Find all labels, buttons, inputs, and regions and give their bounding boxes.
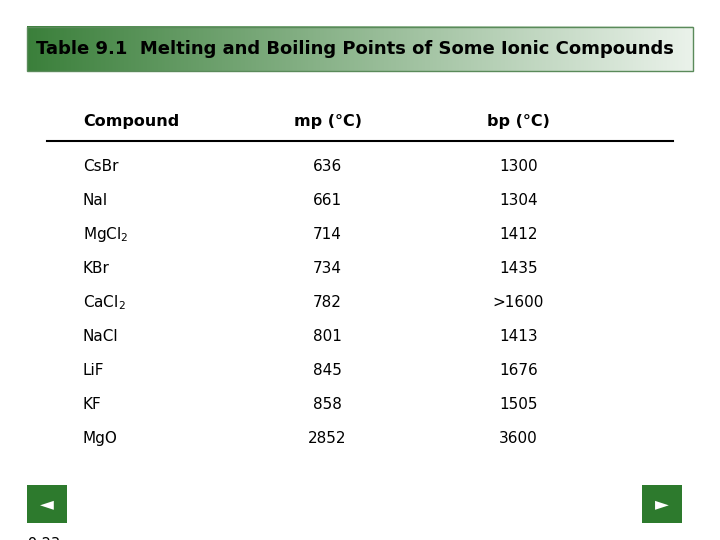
Text: ◄: ◄ xyxy=(40,495,54,513)
Text: NaCl: NaCl xyxy=(83,329,118,344)
Text: 1435: 1435 xyxy=(499,261,538,276)
Text: >1600: >1600 xyxy=(492,295,544,310)
Text: MgO: MgO xyxy=(83,431,117,446)
Text: bp (°C): bp (°C) xyxy=(487,114,550,129)
Text: 1413: 1413 xyxy=(499,329,538,344)
Text: CaCl$_2$: CaCl$_2$ xyxy=(83,293,125,312)
Text: mp (°C): mp (°C) xyxy=(294,114,361,129)
Text: LiF: LiF xyxy=(83,363,104,378)
Text: 801: 801 xyxy=(313,329,342,344)
Text: 858: 858 xyxy=(313,397,342,412)
Text: 636: 636 xyxy=(313,159,342,174)
Text: Compound: Compound xyxy=(83,114,179,129)
Text: 661: 661 xyxy=(313,193,342,208)
Text: KBr: KBr xyxy=(83,261,109,276)
Text: KF: KF xyxy=(83,397,102,412)
Text: 1412: 1412 xyxy=(499,227,538,242)
Text: 1505: 1505 xyxy=(499,397,538,412)
Text: 734: 734 xyxy=(313,261,342,276)
Text: MgCl$_2$: MgCl$_2$ xyxy=(83,225,128,244)
FancyBboxPatch shape xyxy=(27,485,67,523)
Text: 3600: 3600 xyxy=(499,431,538,446)
Text: 1304: 1304 xyxy=(499,193,538,208)
Text: 9-23: 9-23 xyxy=(27,537,60,540)
Text: Table 9.1  Melting and Boiling Points of Some Ionic Compounds: Table 9.1 Melting and Boiling Points of … xyxy=(36,40,674,58)
Text: ►: ► xyxy=(655,495,669,513)
Text: 1300: 1300 xyxy=(499,159,538,174)
Text: 782: 782 xyxy=(313,295,342,310)
FancyBboxPatch shape xyxy=(642,485,682,523)
Text: 1676: 1676 xyxy=(499,363,538,378)
Text: 714: 714 xyxy=(313,227,342,242)
Text: NaI: NaI xyxy=(83,193,108,208)
Text: 845: 845 xyxy=(313,363,342,378)
Text: CsBr: CsBr xyxy=(83,159,118,174)
Text: 2852: 2852 xyxy=(308,431,347,446)
